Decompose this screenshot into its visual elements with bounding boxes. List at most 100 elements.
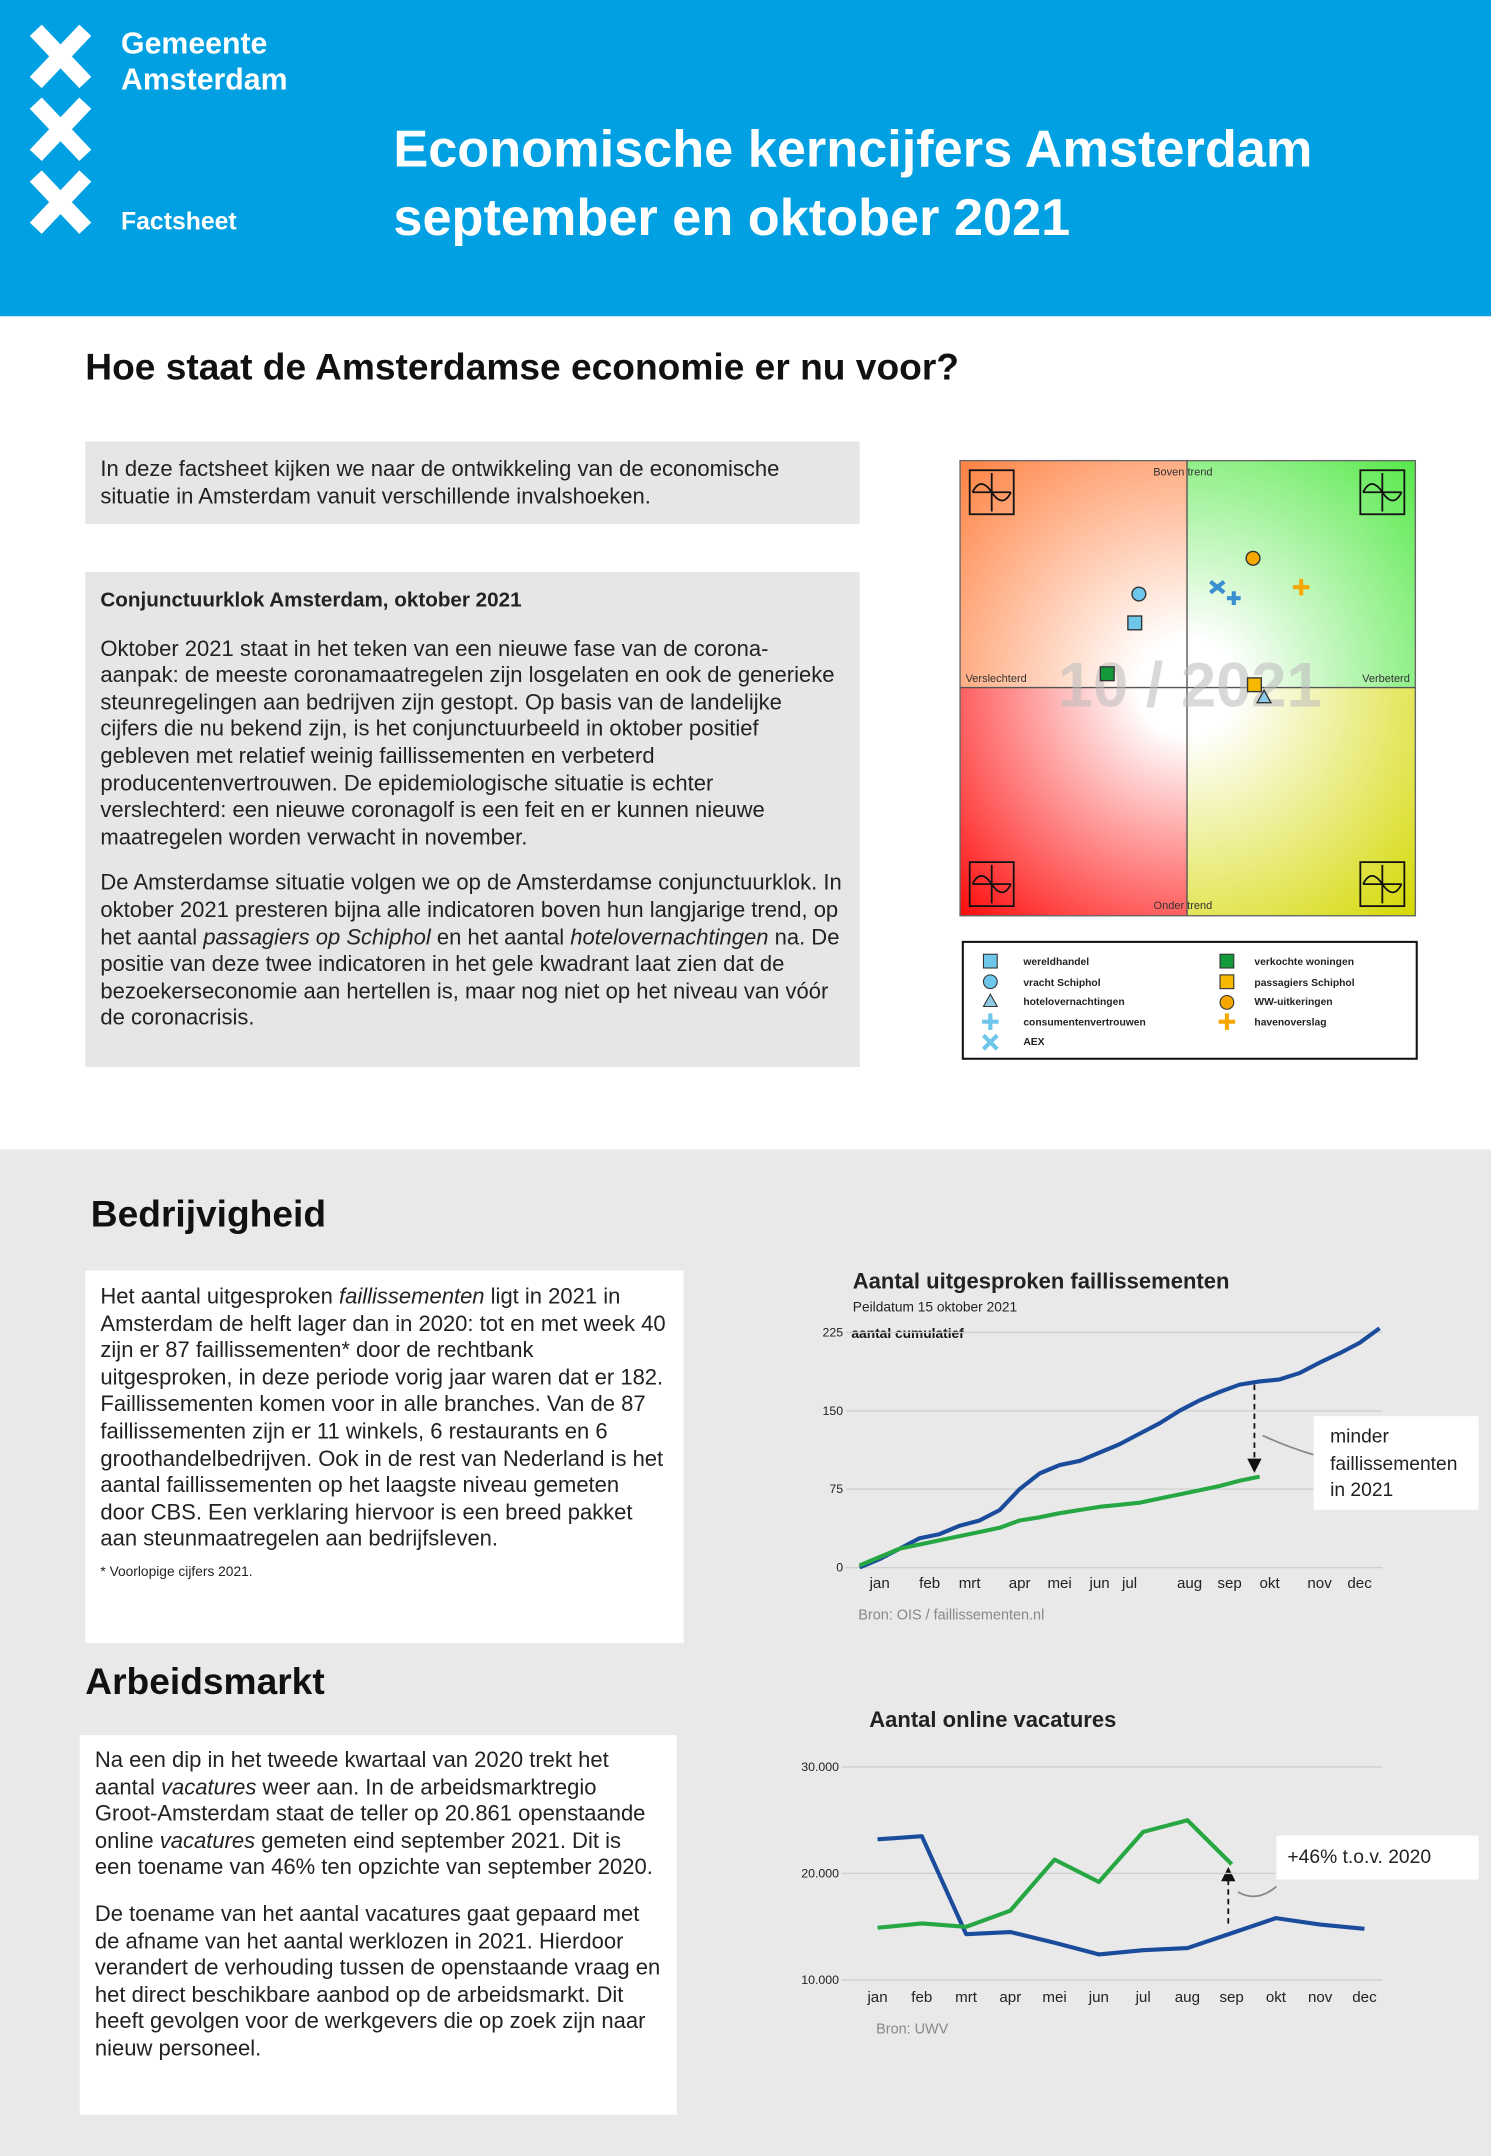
intro-text: In deze factsheet kijken we naar de ontw… xyxy=(100,457,780,509)
charts: Aantal uitgesproken faillissementen Peild… xyxy=(801,1268,1383,2038)
section-heading: Hoe staat de Amsterdamse economie er nu … xyxy=(85,346,959,388)
line-series xyxy=(858,1474,1261,1568)
business-cycle-clock: 10 / 2021 Boven trend Onder trend Versle… xyxy=(959,459,1418,1060)
intro-box: In deze factsheet kijken we naar de ontw… xyxy=(85,441,860,524)
quadrant-label: Verslechterd xyxy=(966,673,1027,685)
footnote: * Voorlopige cijfers 2021. xyxy=(100,1564,253,1580)
italic-text: vacatures xyxy=(159,1829,256,1854)
x-tick-label: feb xyxy=(911,1989,932,2006)
y-axis-label: aantal cumulatief xyxy=(851,1326,964,1341)
chart-title: Aantal online vacatures xyxy=(869,1707,1116,1732)
x-tick-label: apr xyxy=(1009,1575,1031,1592)
paragraph: De toename van het aantal vacatures gaat… xyxy=(95,1902,662,2064)
logo-text: Amsterdam xyxy=(121,61,288,97)
legend-label: passagiers Schiphol xyxy=(1254,978,1354,989)
logo-text: Gemeente xyxy=(121,26,268,61)
legend-label: consumentenvertrouwen xyxy=(1023,1018,1145,1029)
chart-subtitle: Peildatum 15 oktober 2021 xyxy=(853,1300,1017,1315)
text: De toename van het aantal vacatures gaat… xyxy=(94,1902,661,2062)
source: Bron: UWV xyxy=(876,2022,949,2038)
x-tick-label: aug xyxy=(1175,1989,1200,2006)
legend-label: WW-uitkeringen xyxy=(1254,997,1332,1008)
text-box: Het aantal uitgesproken faillissementen … xyxy=(85,1270,684,1644)
y-tick-label: 75 xyxy=(829,1482,843,1496)
text-box: Na een dip in het tweede kwartaal van 20… xyxy=(79,1735,677,2115)
paragraph: Het aantal uitgesproken faillissementen … xyxy=(100,1284,668,1553)
x-tick-label: mrt xyxy=(955,1989,978,2006)
corner-icons xyxy=(968,469,1406,908)
x-tick-label: jul xyxy=(1121,1575,1137,1592)
x-tick-label: apr xyxy=(999,1989,1021,2006)
legend-label: verkochte woningen xyxy=(1254,957,1354,968)
italic-text: hotelovernachtingen xyxy=(570,926,769,950)
annotation: minder faillissementen in 2021 xyxy=(1313,1416,1479,1510)
x-tick-label: mrt xyxy=(959,1575,982,1592)
section-heading: Bedrijvigheid xyxy=(90,1193,327,1235)
text: na. De positie van deze twee indicatoren… xyxy=(100,926,840,1031)
line-series xyxy=(858,1326,1381,1570)
quadrant-label: Boven trend xyxy=(1153,467,1212,479)
clock-markers xyxy=(1099,550,1310,704)
text: ligt in 2021 in Amsterdam de helft lager… xyxy=(100,1285,666,1552)
header-title: Economische kerncijfers Amsterdam septem… xyxy=(393,116,1312,254)
legend-label: AEX xyxy=(1023,1037,1044,1048)
x-tick-label: aug xyxy=(1177,1575,1202,1592)
y-tick-label: 0 xyxy=(836,1561,843,1575)
source: Bron: OIS / faillissementen.nl xyxy=(858,1608,1044,1624)
line-series xyxy=(877,1818,1234,1930)
section-heading: Arbeidsmarkt xyxy=(85,1661,325,1703)
header-label: Factsheet xyxy=(121,207,237,236)
italic-text: vacatures xyxy=(160,1775,257,1800)
text: Na een dip in het tweede kwartaal van 20… xyxy=(94,1749,609,1800)
chart-title: Aantal uitgesproken faillissementen xyxy=(853,1268,1230,1293)
italic-text: faillissementen xyxy=(338,1285,485,1309)
x-tick-label: feb xyxy=(919,1575,940,1592)
text: en het aantal xyxy=(430,926,571,950)
annotation-arrows xyxy=(1221,1384,1314,1924)
y-tick-label: 225 xyxy=(823,1326,844,1340)
text: gemeten eind september 2021. Dit is een … xyxy=(94,1829,653,1881)
legend-label: havenoverslag xyxy=(1254,1018,1326,1029)
text: De Amsterdamse situatie volgen we op de … xyxy=(100,872,842,950)
box-title: Conjunctuurklok Amsterdam, oktober 2021 xyxy=(100,588,522,612)
paragraph: Oktober 2021 staat in het teken van een … xyxy=(100,636,844,852)
quadrant xyxy=(960,687,1188,916)
x-tick-label: jun xyxy=(1088,1989,1109,2006)
title-line: september en oktober 2021 xyxy=(393,189,1071,248)
text: Het aantal uitgesproken xyxy=(100,1285,339,1309)
watermark: 10 / 2021 xyxy=(1058,651,1322,721)
y-tick-label: 150 xyxy=(823,1404,844,1418)
x-tick-label: sep xyxy=(1219,1989,1243,2006)
x-tick-label: jan xyxy=(866,1989,887,2006)
italic-text: passagiers op Schiphol xyxy=(203,926,431,950)
y-tick-label: 10.000 xyxy=(801,1973,839,1987)
x-tick-label: dec xyxy=(1352,1989,1377,2006)
x-tick-label: jul xyxy=(1135,1989,1151,2006)
x-tick-label: sep xyxy=(1217,1575,1241,1592)
x-tick-label: jan xyxy=(869,1575,890,1592)
legend-label: wereldhandel xyxy=(1022,957,1089,968)
y-tick-label: 30.000 xyxy=(801,1760,839,1774)
paragraph: De Amsterdamse situatie volgen we op de … xyxy=(100,871,844,1033)
line-series xyxy=(877,1834,1365,1957)
paragraph: Na een dip in het tweede kwartaal van 20… xyxy=(95,1748,662,1883)
legend-label: hotelovernachtingen xyxy=(1023,997,1124,1008)
clock-text-box: Conjunctuurklok Amsterdam, oktober 2021 … xyxy=(85,572,860,1067)
x-tick-label: okt xyxy=(1260,1575,1281,1592)
y-tick-label: 20.000 xyxy=(801,1867,839,1881)
annotation: +46% t.o.v. 2020 xyxy=(1276,1835,1479,1880)
legend-icons xyxy=(981,953,1236,1051)
x-tick-label: mei xyxy=(1042,1989,1066,2006)
title-line: Economische kerncijfers Amsterdam xyxy=(393,121,1313,179)
leader-line xyxy=(1262,1434,1314,1456)
x-tick-label: dec xyxy=(1347,1575,1372,1592)
legend-label: vracht Schiphol xyxy=(1023,978,1100,989)
x-tick-label: mei xyxy=(1047,1575,1071,1592)
x-tick-label: nov xyxy=(1307,1575,1332,1592)
leader-line xyxy=(1237,1885,1278,1898)
x-tick-label: okt xyxy=(1266,1989,1287,2006)
text: Oktober 2021 staat in het teken van een … xyxy=(100,637,835,850)
